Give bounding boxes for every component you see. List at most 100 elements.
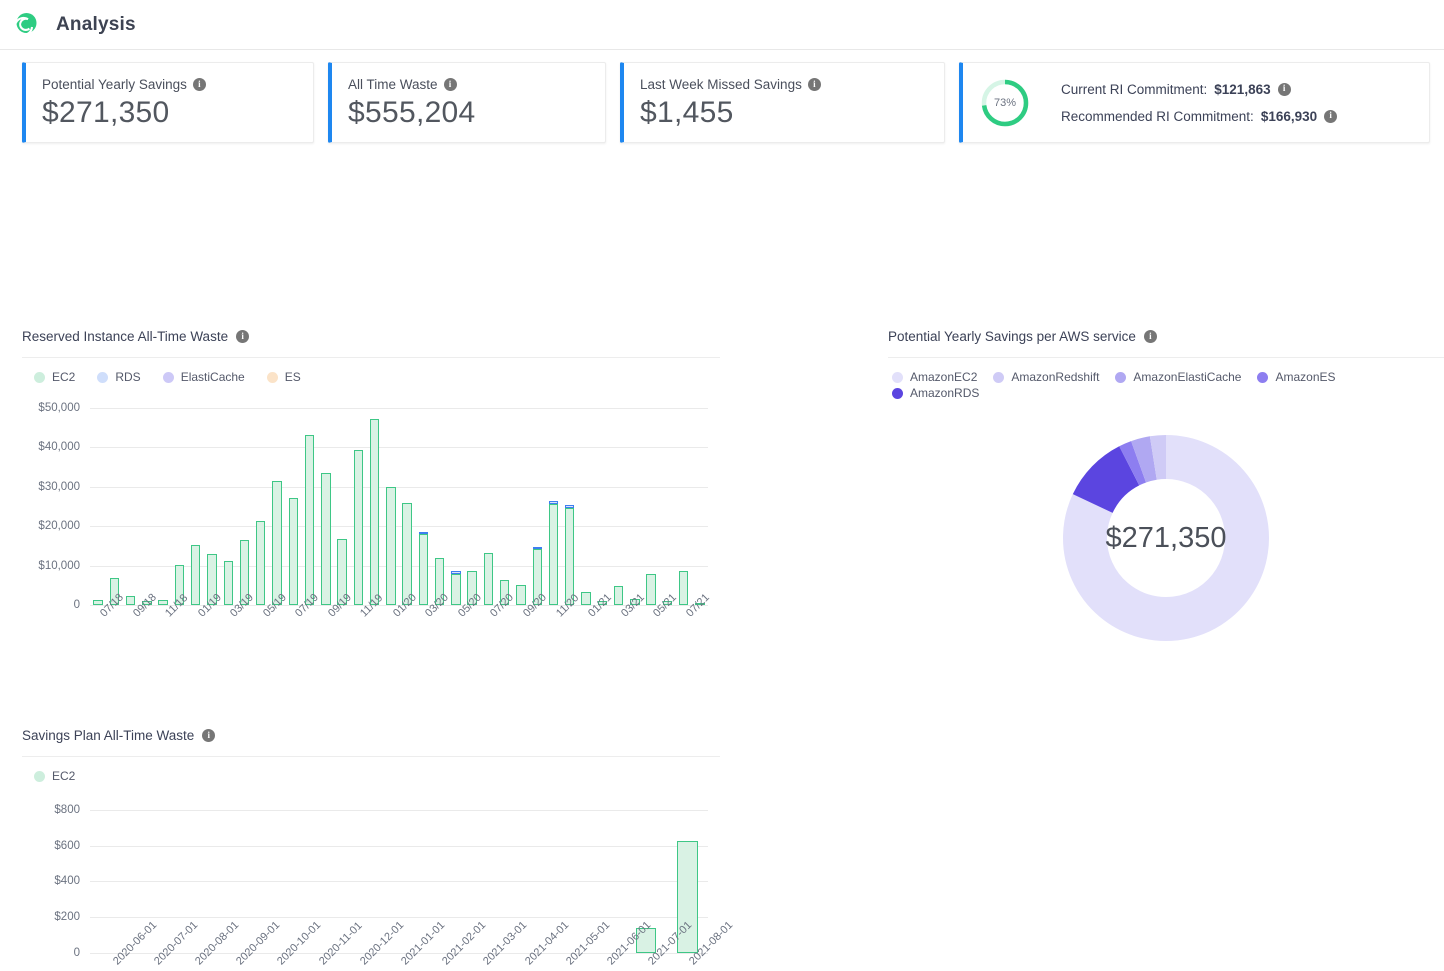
bar-ec2[interactable] <box>272 480 282 605</box>
bar-ec2[interactable] <box>174 564 185 605</box>
legend-label: AmazonRDS <box>910 386 980 400</box>
bar-ec2[interactable] <box>304 435 315 605</box>
bar-ec2[interactable] <box>109 578 120 605</box>
bar-ec2[interactable] <box>207 554 217 605</box>
bar-ec2[interactable] <box>256 521 266 605</box>
bar-ec2[interactable] <box>678 571 689 605</box>
bar-ec2[interactable] <box>483 553 494 605</box>
bar-ec2[interactable] <box>190 545 201 605</box>
bar-ec2[interactable] <box>434 558 445 605</box>
info-icon[interactable] <box>443 78 457 91</box>
bar-ec2[interactable] <box>635 928 657 954</box>
bar-ec2[interactable] <box>613 586 624 605</box>
info-icon[interactable] <box>202 729 216 742</box>
donut-segment-amazones[interactable] <box>1119 441 1147 486</box>
recommended-ri-commitment-row: Recommended RI Commitment: $166,930 <box>1061 109 1338 124</box>
bar-ec2[interactable] <box>386 487 396 605</box>
legend-label: RDS <box>115 370 141 384</box>
panel-reserved-instance-all-time-waste: Reserved Instance All-Time Waste EC2RDSE… <box>22 329 720 700</box>
legend-color-swatch <box>1257 371 1269 383</box>
legend-label: EC2 <box>52 769 76 783</box>
kpi-label: Last Week Missed Savings <box>640 77 928 92</box>
bar-rds[interactable] <box>532 546 542 550</box>
gridline <box>90 447 708 449</box>
bar-ec2[interactable] <box>662 601 673 605</box>
y-axis-tick-label: $800 <box>54 803 80 816</box>
legend-item-amazonelasticache[interactable]: AmazonElastiCache <box>1115 370 1241 384</box>
bar-rds[interactable] <box>548 501 559 505</box>
info-icon[interactable] <box>1324 109 1338 123</box>
donut-chart-savings-per-service[interactable]: $271,350 <box>1040 412 1292 664</box>
bar-rds[interactable] <box>418 531 429 535</box>
bar-ec2[interactable] <box>677 841 698 954</box>
panel-title: Savings Plan All-Time Waste <box>22 728 720 757</box>
info-icon[interactable] <box>1143 330 1157 343</box>
bar-chart-savings-plan-waste[interactable]: −$2000$200$400$600$8002020-06-012020-07-… <box>22 789 735 971</box>
gridline <box>90 486 708 488</box>
bar-ec2[interactable] <box>369 419 380 605</box>
bar-ec2[interactable] <box>630 599 640 605</box>
bar-ec2[interactable] <box>499 580 510 605</box>
legend-color-swatch <box>266 371 278 383</box>
legend-item-rds[interactable]: RDS <box>97 370 141 384</box>
bar-ec2[interactable] <box>223 560 233 605</box>
donut-segment-amazonredshift[interactable] <box>1149 435 1167 480</box>
kpi-label: All Time Waste <box>348 77 589 92</box>
donut-segment-amazonec2[interactable] <box>1063 435 1269 641</box>
current-ri-commitment-label: Current RI Commitment: <box>1061 81 1208 97</box>
legend-color-swatch <box>97 371 109 383</box>
kpi-label-text: Potential Yearly Savings <box>42 77 187 92</box>
bar-ec2[interactable] <box>353 450 364 605</box>
legend-item-elasticache[interactable]: ElastiCache <box>162 370 245 384</box>
bar-ec2[interactable] <box>451 574 461 605</box>
donut-segment-amazonrds[interactable] <box>1072 446 1140 514</box>
info-icon[interactable] <box>236 330 250 343</box>
info-icon[interactable] <box>1277 82 1291 96</box>
legend-item-amazones[interactable]: AmazonES <box>1257 370 1336 384</box>
bar-ec2[interactable] <box>125 596 136 605</box>
bar-ec2[interactable] <box>142 601 152 605</box>
bar-ec2[interactable] <box>158 600 168 605</box>
legend-item-es[interactable]: ES <box>266 370 301 384</box>
legend-item-amazonrds[interactable]: AmazonRDS <box>892 386 979 400</box>
legend-item-amazonredshift[interactable]: AmazonRedshift <box>993 370 1099 384</box>
x-axis-tick-label: 2020-06-01 <box>110 919 159 968</box>
x-axis-tick-label: 2021-02-01 <box>440 919 489 968</box>
x-axis-tick-label: 2020-08-01 <box>193 919 242 968</box>
bar-ec2[interactable] <box>288 497 298 605</box>
legend-item-ec2[interactable]: EC2 <box>34 769 75 783</box>
bar-ec2[interactable] <box>695 603 705 606</box>
bar-ec2[interactable] <box>597 601 607 605</box>
bar-ec2[interactable] <box>337 538 347 605</box>
bar-chart-reserved-instance-waste[interactable]: 0 $10,000 $20,000 $30,000 $40,000 $50,000 07/1… <box>22 390 720 700</box>
legend-item-ec2[interactable]: EC2 <box>34 370 75 384</box>
bar-ec2[interactable] <box>565 508 575 605</box>
bar-ec2[interactable] <box>93 599 103 605</box>
bar-ec2[interactable] <box>321 472 331 605</box>
legend-color-swatch <box>892 371 903 383</box>
gridline <box>90 407 708 409</box>
info-icon[interactable] <box>807 78 821 91</box>
ri-commitment-lines: Current RI Commitment: $121,863 Recommen… <box>1061 81 1338 124</box>
bar-ec2[interactable] <box>239 539 250 605</box>
bar-ec2[interactable] <box>402 503 412 605</box>
legend-item-amazonec2[interactable]: AmazonEC2 <box>892 370 977 384</box>
bar-ec2[interactable] <box>581 591 591 605</box>
x-axis-tick-label: 2020-11-01 <box>316 919 365 968</box>
kpi-card-all-time-waste: All Time Waste $555,204 <box>328 62 606 143</box>
bar-ec2[interactable] <box>548 504 559 605</box>
bar-ec2[interactable] <box>646 574 656 605</box>
bar-ec2[interactable] <box>418 534 429 605</box>
info-icon[interactable] <box>192 78 206 91</box>
y-axis-tick-label: $10,000 <box>38 559 80 572</box>
bar-rds[interactable] <box>565 505 575 509</box>
bar-ec2[interactable] <box>467 571 477 605</box>
legend-color-swatch <box>34 371 45 383</box>
bar-rds[interactable] <box>451 571 461 575</box>
ri-gauge-percent-label: 73% <box>993 96 1017 109</box>
donut-segment-amazonelasticache[interactable] <box>1131 436 1158 483</box>
bar-ec2[interactable] <box>516 585 526 605</box>
panel-title-text: Potential Yearly Savings per AWS service <box>888 329 1136 344</box>
bar-ec2[interactable] <box>532 549 542 605</box>
kpi-card-last-week-missed-savings: Last Week Missed Savings $1,455 <box>620 62 945 143</box>
